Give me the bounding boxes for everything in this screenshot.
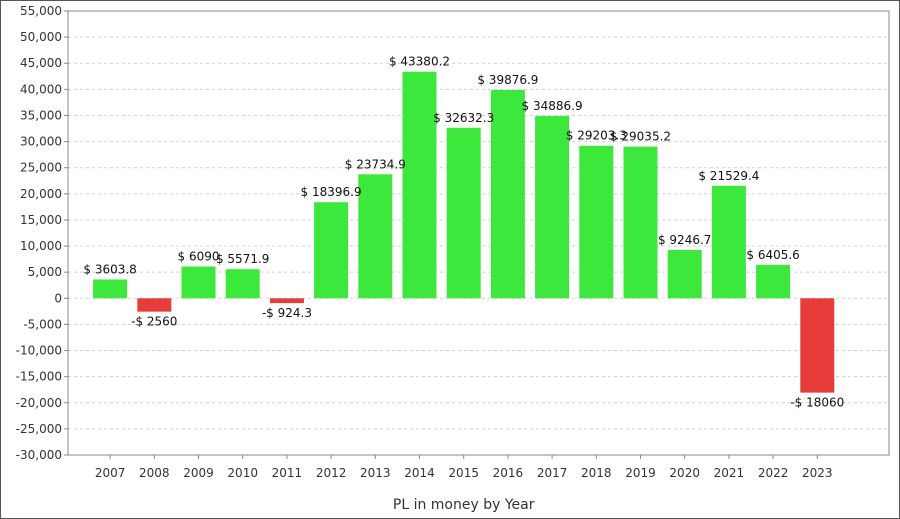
x-tick-label: 2009 bbox=[183, 466, 214, 480]
bar bbox=[800, 298, 835, 393]
y-tick-label: 20,000 bbox=[20, 187, 62, 201]
data-label: $ 3603.8 bbox=[83, 262, 136, 276]
data-label: $ 6405.6 bbox=[746, 248, 799, 262]
bar bbox=[535, 116, 570, 299]
data-label: $ 6090 bbox=[178, 249, 220, 263]
x-tick-label: 2010 bbox=[227, 466, 258, 480]
x-axis: 2007 2008 2009 2010 2011 2012 2013 2014 2015 2016… bbox=[95, 455, 833, 480]
y-tick-label: 25,000 bbox=[20, 161, 62, 175]
y-tick-label: 55,000 bbox=[20, 4, 62, 18]
x-tick-label: 2015 bbox=[448, 466, 479, 480]
y-tick-label: 0 bbox=[54, 291, 62, 305]
y-tick-label: 15,000 bbox=[20, 213, 62, 227]
x-tick-label: 2008 bbox=[139, 466, 170, 480]
y-tick-label: 30,000 bbox=[20, 135, 62, 149]
bar bbox=[93, 279, 128, 299]
x-axis-title: PL in money by Year bbox=[393, 497, 535, 513]
x-tick-label: 2021 bbox=[714, 466, 745, 480]
bar bbox=[490, 89, 525, 299]
x-tick-label: 2023 bbox=[802, 466, 833, 480]
y-tick-label: 50,000 bbox=[20, 30, 62, 44]
data-label: $ 29203.3 bbox=[566, 129, 627, 143]
x-tick-label: 2019 bbox=[625, 466, 656, 480]
data-label: $ 34886.9 bbox=[522, 99, 583, 113]
bar bbox=[579, 145, 614, 299]
plot-border bbox=[67, 10, 890, 456]
x-tick-label: 2012 bbox=[316, 466, 347, 480]
y-tick-label: -25,000 bbox=[16, 422, 62, 436]
bar bbox=[446, 127, 481, 299]
bar bbox=[623, 146, 658, 299]
bars bbox=[93, 71, 835, 393]
y-tick-label: 10,000 bbox=[20, 239, 62, 253]
x-tick-label: 2017 bbox=[537, 466, 568, 480]
bar bbox=[358, 174, 393, 299]
x-tick-label: 2011 bbox=[272, 466, 303, 480]
x-tick-label: 2016 bbox=[493, 466, 524, 480]
data-label: $ 18396.9 bbox=[301, 185, 362, 199]
x-tick-label: 2018 bbox=[581, 466, 612, 480]
x-tick-label: 2020 bbox=[669, 466, 700, 480]
bar bbox=[137, 298, 172, 312]
bar bbox=[711, 185, 746, 299]
bar bbox=[756, 264, 791, 299]
data-label: $ 39876.9 bbox=[477, 73, 538, 87]
data-label: $ 9246.7 bbox=[658, 233, 711, 247]
bar bbox=[225, 269, 260, 299]
data-label: $ 29035.2 bbox=[610, 130, 671, 144]
bar bbox=[314, 202, 349, 299]
data-label: $ 21529.4 bbox=[698, 169, 759, 183]
x-tick-label: 2014 bbox=[404, 466, 435, 480]
x-tick-label: 2007 bbox=[95, 466, 126, 480]
bar bbox=[269, 298, 304, 304]
y-tick-label: 5,000 bbox=[28, 265, 62, 279]
x-tick-label: 2013 bbox=[360, 466, 391, 480]
data-label: -$ 2560 bbox=[131, 315, 177, 329]
y-tick-label: -10,000 bbox=[16, 344, 62, 358]
bar bbox=[402, 71, 437, 299]
x-tick-label: 2022 bbox=[758, 466, 789, 480]
data-label: $ 32632.3 bbox=[433, 111, 494, 125]
y-tick-label: -20,000 bbox=[16, 396, 62, 410]
bar bbox=[181, 266, 216, 299]
y-tick-label: -30,000 bbox=[16, 448, 62, 462]
data-label: $ 23734.9 bbox=[345, 157, 406, 171]
data-label: -$ 924.3 bbox=[262, 306, 312, 320]
y-tick-label: -5,000 bbox=[23, 317, 62, 331]
y-tick-label: 45,000 bbox=[20, 56, 62, 70]
data-label: $ 5571.9 bbox=[216, 252, 269, 266]
data-label: $ 43380.2 bbox=[389, 55, 450, 69]
y-axis: -30,000 -25,000 -20,000 -15,000 -10,000 -5,00… bbox=[16, 4, 68, 462]
data-labels: $ 3603.8 -$ 2560 $ 6090$ 5571.9 -$ 924.3 $ 1… bbox=[83, 55, 844, 410]
y-tick-label: 40,000 bbox=[20, 82, 62, 96]
y-tick-label: 35,000 bbox=[20, 108, 62, 122]
bar bbox=[667, 249, 702, 299]
y-tick-label: -15,000 bbox=[16, 370, 62, 384]
data-label: -$ 18060 bbox=[790, 396, 844, 410]
